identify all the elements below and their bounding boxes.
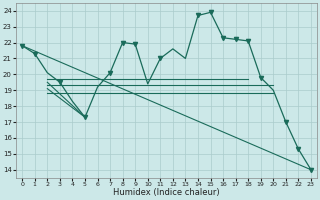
X-axis label: Humidex (Indice chaleur): Humidex (Indice chaleur) xyxy=(113,188,220,197)
